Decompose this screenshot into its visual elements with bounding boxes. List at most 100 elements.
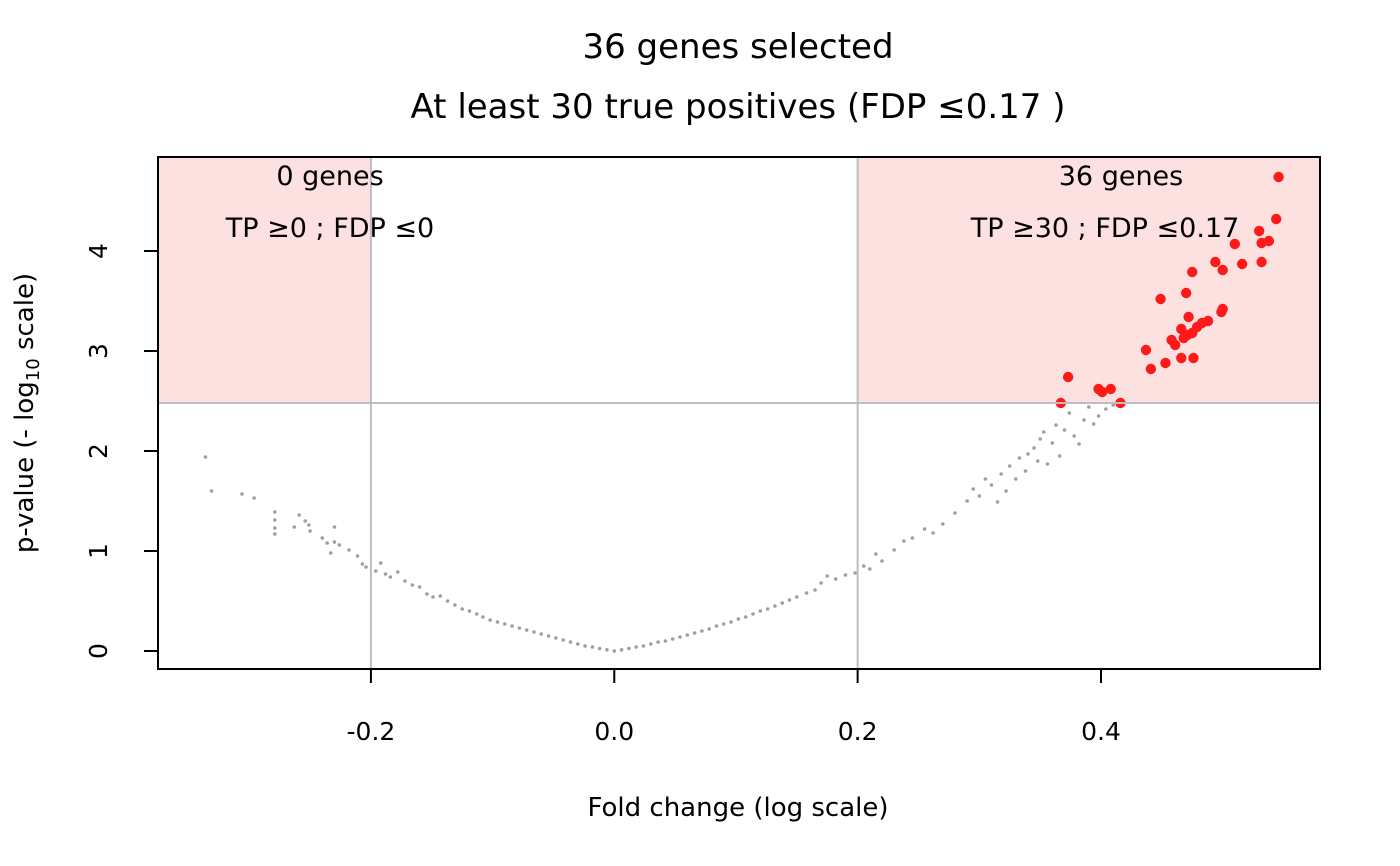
background-point: [729, 620, 733, 624]
background-point: [707, 627, 711, 631]
background-point: [337, 543, 342, 547]
y-tick-label: 0: [84, 643, 113, 659]
background-point: [1111, 403, 1115, 407]
background-point: [488, 618, 492, 622]
chart-subtitle: At least 30 true positives (FDP ≤0.17 ): [411, 87, 1066, 127]
left-region-stats: TP ≥0 ; FDP ≤0: [225, 213, 434, 244]
y-axis-label-tail: scale): [10, 273, 40, 358]
selected-point: [1097, 386, 1108, 398]
left-selection-region: [158, 157, 371, 403]
x-tick-label: 0.2: [838, 717, 878, 746]
background-point: [332, 525, 337, 529]
background-point: [902, 539, 906, 543]
selected-point: [1178, 332, 1189, 344]
background-point: [1067, 411, 1072, 415]
background-point: [819, 581, 823, 585]
background-point: [1004, 489, 1008, 493]
background-points: [203, 403, 1115, 653]
background-point: [347, 548, 351, 552]
background-point: [308, 529, 312, 533]
background-point: [700, 629, 704, 633]
background-point: [383, 572, 388, 576]
background-point: [1077, 442, 1081, 446]
background-point: [999, 472, 1004, 476]
background-point: [931, 531, 935, 535]
background-point: [297, 513, 301, 517]
selected-point: [1256, 256, 1267, 268]
background-point: [1096, 414, 1101, 418]
threshold-lines: [158, 157, 1320, 669]
selected-point: [1253, 225, 1265, 237]
background-point: [355, 554, 360, 558]
y-tick-label: 1: [84, 543, 113, 559]
background-point: [517, 626, 522, 630]
background-point: [670, 637, 675, 641]
selected-point: [1180, 287, 1192, 299]
background-point: [758, 609, 763, 613]
left-region-count: 0 genes: [276, 161, 383, 192]
background-point: [1045, 462, 1050, 466]
y-axis-label-subscript: 10: [23, 358, 44, 381]
selected-point: [1256, 237, 1267, 249]
background-point: [714, 624, 719, 628]
background-point: [892, 548, 896, 552]
background-point: [1035, 459, 1040, 463]
background-point: [1038, 437, 1042, 441]
background-point: [765, 607, 770, 611]
background-point: [590, 645, 595, 649]
background-point: [328, 551, 333, 555]
selected-point: [1236, 258, 1248, 270]
y-tick-label: 2: [84, 443, 113, 459]
background-point: [539, 632, 544, 636]
background-point: [546, 634, 551, 638]
background-point: [252, 496, 256, 500]
background-point: [568, 640, 573, 644]
background-point: [612, 649, 617, 653]
background-point: [868, 567, 872, 571]
background-point: [692, 631, 697, 635]
background-point: [481, 615, 485, 619]
background-point: [431, 595, 435, 599]
background-point: [941, 522, 945, 526]
background-point: [502, 622, 507, 626]
background-point: [203, 455, 208, 459]
background-point: [1087, 405, 1091, 409]
background-point: [403, 579, 407, 583]
background-point: [1091, 422, 1096, 426]
background-point: [627, 646, 631, 651]
selected-point: [1183, 311, 1194, 323]
chart-title: 36 genes selected: [582, 27, 893, 67]
right-region-count: 36 genes: [1059, 161, 1183, 192]
background-point: [240, 492, 244, 496]
background-point: [773, 604, 777, 608]
x-tick-label: 0.0: [594, 717, 634, 746]
background-point: [575, 642, 580, 646]
background-point: [965, 499, 969, 503]
background-point: [804, 591, 809, 595]
selection-regions: [158, 157, 1320, 403]
background-point: [743, 615, 748, 619]
background-point: [273, 510, 277, 514]
background-point: [721, 622, 726, 626]
background-point: [813, 588, 817, 592]
background-point: [971, 487, 976, 491]
background-point: [209, 489, 214, 493]
axes: -0.2 0.0 0.2 0.4 0 1 2 3 4: [84, 156, 1321, 746]
background-point: [1014, 477, 1018, 481]
background-point: [751, 612, 755, 616]
selected-point: [1155, 293, 1166, 305]
background-point: [989, 483, 994, 487]
selected-point: [1229, 238, 1241, 250]
selected-point: [1176, 352, 1187, 364]
selected-point: [1210, 256, 1221, 268]
background-point: [320, 536, 325, 540]
background-point: [417, 585, 422, 589]
background-point: [364, 565, 368, 569]
background-point: [495, 620, 500, 624]
x-tick-label: -0.2: [347, 717, 396, 746]
plot-frame: [157, 156, 1321, 670]
selected-point: [1145, 363, 1157, 375]
background-point: [780, 601, 784, 605]
background-point: [425, 592, 429, 596]
